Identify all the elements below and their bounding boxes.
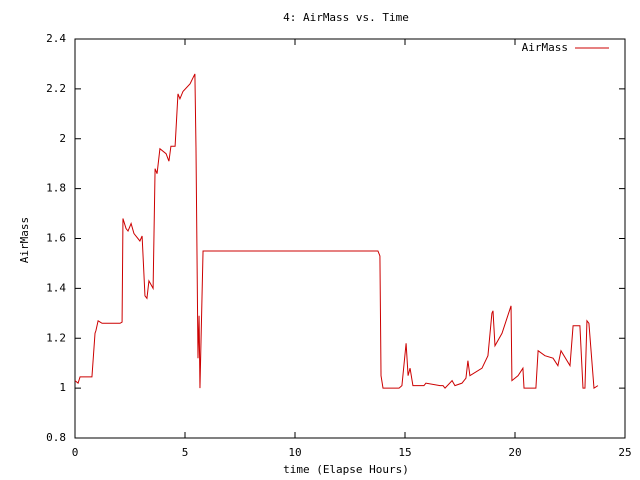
x-tick-label: 0 bbox=[72, 446, 79, 459]
y-tick-label: 0.8 bbox=[46, 431, 66, 444]
y-tick-label: 2.4 bbox=[46, 32, 66, 45]
y-tick-label: 1.2 bbox=[46, 331, 66, 344]
plot-border bbox=[74, 38, 626, 439]
y-tick-label: 1.6 bbox=[46, 232, 66, 245]
chart-title: 4: AirMass vs. Time bbox=[283, 11, 409, 24]
y-axis-label: AirMass bbox=[18, 217, 31, 263]
y-tick-label: 1.8 bbox=[46, 182, 66, 195]
x-tick-label: 20 bbox=[508, 446, 521, 459]
x-tick-label: 25 bbox=[618, 446, 631, 459]
x-tick-label: 10 bbox=[288, 446, 301, 459]
x-tick-label: 15 bbox=[398, 446, 411, 459]
data-line bbox=[74, 73, 599, 389]
legend-label: AirMass bbox=[522, 41, 568, 54]
y-tick-label: 2 bbox=[59, 132, 66, 145]
y-tick-label: 2.2 bbox=[46, 82, 66, 95]
y-tick-label: 1 bbox=[59, 381, 66, 394]
y-tick-label: 1.4 bbox=[46, 281, 66, 294]
x-axis-label: time (Elapse Hours) bbox=[283, 463, 409, 476]
x-tick-label: 5 bbox=[182, 446, 189, 459]
